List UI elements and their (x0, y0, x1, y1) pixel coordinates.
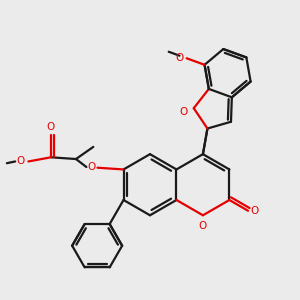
Text: O: O (250, 206, 259, 216)
Text: O: O (175, 53, 184, 63)
Text: O: O (16, 156, 25, 166)
Text: O: O (87, 162, 95, 172)
Text: O: O (47, 122, 55, 132)
Text: O: O (179, 107, 188, 117)
Text: O: O (199, 221, 207, 231)
